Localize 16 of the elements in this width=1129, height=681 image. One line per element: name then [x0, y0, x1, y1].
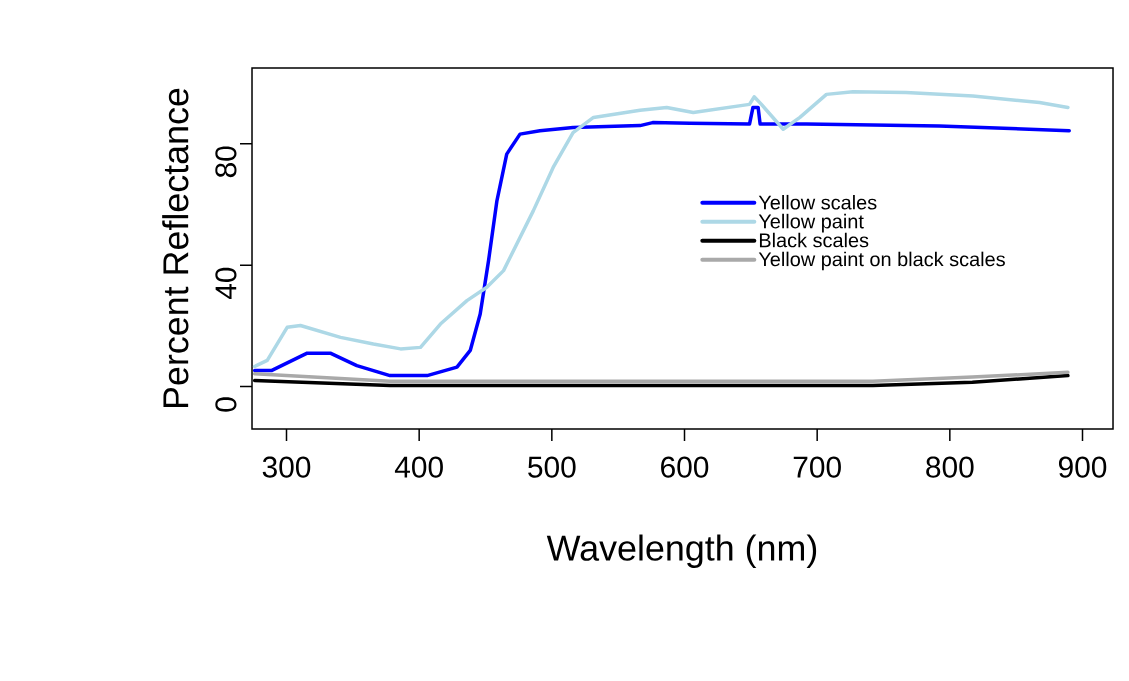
x-tick-label: 500 [528, 456, 576, 478]
legend-label: Yellow scales [758, 194, 877, 210]
legend-label: Yellow paint on black scales [758, 251, 1005, 271]
x-tick-label: 900 [1058, 456, 1107, 478]
legend-label: Yellow paint [758, 213, 864, 233]
x-tick-label: 400 [394, 456, 443, 478]
y-tick-label: 40 [215, 267, 237, 300]
x-axis-title: Wavelength (nm) [546, 534, 817, 568]
x-tick-label: 600 [661, 456, 709, 478]
x-tick-label: 800 [926, 456, 974, 478]
y-axis-title: Percent Reflectance [162, 88, 189, 408]
y-tick-label: 0 [215, 397, 237, 412]
legend-label: Black scales [759, 232, 869, 248]
x-tick-label: 300 [262, 456, 311, 478]
y-tick-label: 80 [215, 146, 237, 178]
x-tick-label: 700 [793, 456, 841, 478]
